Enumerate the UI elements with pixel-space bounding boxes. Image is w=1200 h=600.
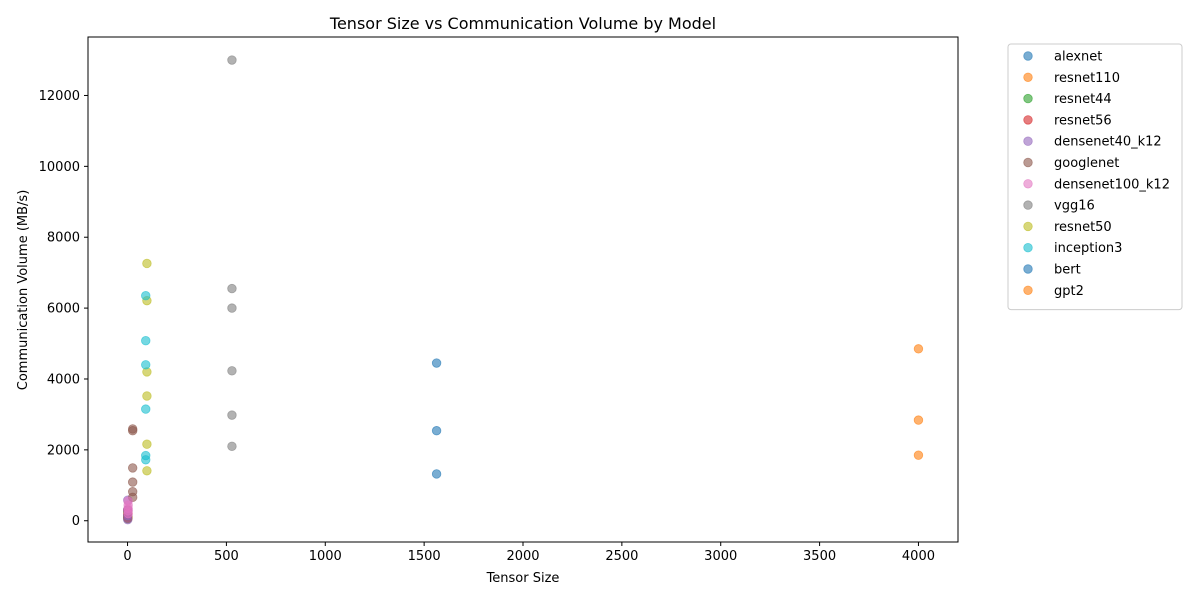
legend: alexnet resnet110 resnet44 resnet56 densenet… [1007, 43, 1183, 311]
legend-entry-densenet100_k12: densenet100_k12 [1023, 177, 1170, 192]
legend-label-alexnet: alexnet [1054, 50, 1102, 65]
legend-entry-gpt2: gpt2 [1023, 284, 1084, 299]
legend-label-densenet40_k12: densenet40_k12 [1054, 135, 1162, 150]
legend-marker-densenet100_k12 [1023, 179, 1033, 189]
point-gpt2-1 [913, 415, 924, 425]
x-tick-label-7: 3500 [803, 549, 836, 564]
legend-marker-resnet50 [1023, 221, 1033, 232]
point-vgg16-4 [227, 410, 237, 420]
x-tick-label-0: 0 [123, 549, 131, 564]
point-vgg16-0 [227, 55, 237, 65]
legend-box [1007, 43, 1183, 311]
point-gpt2-2 [913, 450, 924, 460]
legend-marker-resnet110 [1023, 72, 1033, 83]
point-bert-1 [431, 426, 442, 436]
legend-entry-resnet56: resnet56 [1023, 113, 1112, 128]
point-inception3-0 [141, 291, 151, 301]
x-tick-label-1: 500 [214, 549, 239, 564]
series-bert [431, 358, 442, 479]
legend-marker-resnet56 [1023, 115, 1033, 125]
y-tick-label-5: 10000 [39, 160, 80, 175]
point-bert-2 [431, 469, 442, 479]
y-tick-label-2: 4000 [47, 372, 80, 387]
point-vgg16-2 [227, 303, 237, 313]
legend-label-densenet100_k12: densenet100_k12 [1054, 177, 1170, 192]
y-axis-label: Communication Volume (MB/s) [16, 190, 31, 391]
y-tick-label-4: 8000 [47, 231, 80, 246]
point-resnet50-3 [142, 391, 152, 401]
series-densenet100_k12 [123, 496, 133, 519]
legend-entry-alexnet: alexnet [1023, 50, 1102, 65]
legend-marker-inception3 [1023, 242, 1033, 253]
legend-entry-inception3: inception3 [1023, 241, 1122, 256]
legend-marker-bert [1023, 264, 1033, 274]
legend-label-vgg16: vgg16 [1054, 199, 1095, 214]
legend-marker-gpt2 [1023, 285, 1033, 296]
x-tick-label-6: 3000 [704, 549, 737, 564]
y-tick-label-1: 2000 [47, 443, 80, 458]
point-resnet50-0 [142, 258, 152, 269]
legend-entry-resnet110: resnet110 [1023, 71, 1120, 86]
point-googlenet-2 [127, 463, 138, 473]
x-axis-label: Tensor Size [486, 571, 560, 586]
point-inception3-1 [141, 336, 151, 346]
x-tick-label-2: 1000 [309, 549, 342, 564]
legend-label-resnet50: resnet50 [1054, 220, 1112, 235]
legend-entry-resnet44: resnet44 [1023, 92, 1112, 107]
legend-entry-densenet40_k12: densenet40_k12 [1023, 135, 1162, 150]
point-bert-0 [431, 358, 442, 368]
legend-marker-densenet40_k12 [1023, 136, 1033, 146]
series-googlenet [127, 424, 138, 503]
x-tick-label-4: 2000 [506, 549, 539, 564]
y-tick-label-3: 6000 [47, 302, 80, 317]
point-inception3-5 [141, 455, 151, 465]
legend-label-inception3: inception3 [1054, 241, 1122, 256]
legend-marker-googlenet [1023, 157, 1033, 168]
point-gpt2-0 [913, 344, 924, 354]
legend-entry-vgg16: vgg16 [1023, 199, 1095, 214]
x-tick-label-3: 1500 [408, 549, 441, 564]
chart-title: Tensor Size vs Communication Volume by M… [329, 14, 716, 33]
legend-label-gpt2: gpt2 [1054, 284, 1084, 299]
point-resnet50-4 [142, 439, 152, 449]
legend-label-resnet56: resnet56 [1054, 113, 1112, 128]
point-googlenet-3 [127, 477, 138, 487]
legend-entry-bert: bert [1023, 263, 1081, 278]
point-googlenet-1 [127, 426, 138, 436]
legend-marker-resnet44 [1023, 93, 1033, 104]
y-tick-label-0: 0 [72, 514, 80, 529]
plot-frame [87, 36, 959, 543]
x-tick-label-5: 2500 [605, 549, 638, 564]
series-gpt2 [913, 344, 924, 460]
point-resnet50-5 [142, 466, 152, 476]
legend-label-googlenet: googlenet [1054, 156, 1119, 171]
point-vgg16-5 [227, 441, 237, 452]
point-inception3-2 [141, 360, 151, 370]
series-inception3 [141, 291, 151, 465]
legend-label-resnet110: resnet110 [1054, 71, 1120, 86]
legend-entry-googlenet: googlenet [1023, 156, 1119, 171]
x-tick-label-8: 4000 [902, 549, 935, 564]
legend-label-bert: bert [1054, 263, 1081, 278]
y-tick-label-6: 12000 [39, 89, 80, 104]
point-densenet100_k12-4 [123, 508, 133, 519]
point-vgg16-1 [227, 283, 237, 294]
legend-marker-vgg16 [1023, 200, 1033, 210]
legend-marker-alexnet [1023, 51, 1033, 61]
point-inception3-3 [141, 404, 151, 414]
legend-label-resnet44: resnet44 [1054, 92, 1112, 107]
plot-area: 0 500 1000 1500 2000 2500 3000 3500 4000 0 2000 400… [39, 36, 959, 564]
point-vgg16-3 [227, 366, 237, 376]
series-vgg16 [227, 55, 237, 452]
legend-entry-resnet50: resnet50 [1023, 220, 1112, 235]
